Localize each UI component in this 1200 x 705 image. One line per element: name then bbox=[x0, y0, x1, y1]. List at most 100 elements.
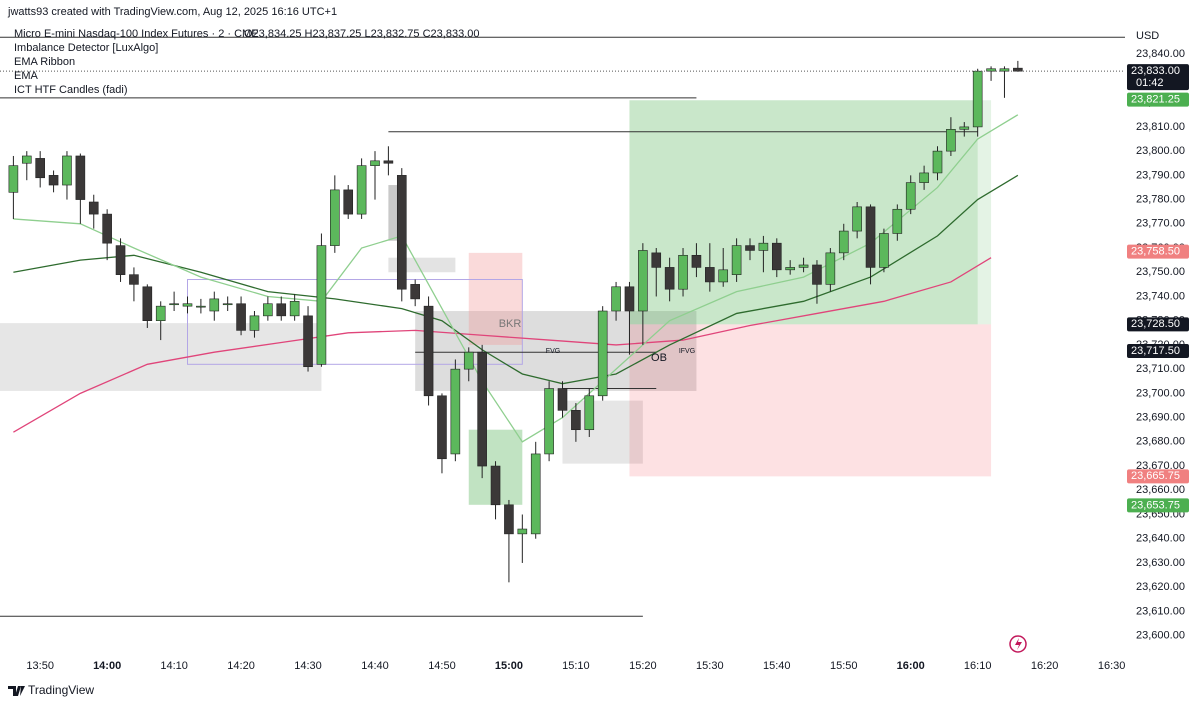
candle-body bbox=[544, 388, 554, 455]
candle-body bbox=[356, 165, 367, 215]
x-tick-label: 15:30 bbox=[696, 660, 724, 672]
candle-body bbox=[263, 303, 273, 317]
candle-body bbox=[477, 351, 487, 467]
candle-body bbox=[102, 213, 112, 244]
candle-body bbox=[892, 208, 903, 234]
indicator: Imbalance Detector [LuxAlgo] bbox=[14, 42, 158, 54]
y-tick-label: 23,670.00 bbox=[1136, 460, 1185, 472]
candle-body bbox=[437, 395, 447, 460]
candle-body bbox=[289, 301, 300, 317]
candle-body bbox=[584, 395, 595, 431]
y-tick-label: 23,660.00 bbox=[1136, 484, 1185, 496]
symbol: Micro E-mini Nasdaq-100 Index Futures · … bbox=[14, 28, 259, 40]
x-tick-label: 14:00 bbox=[93, 660, 121, 672]
currency: USD bbox=[1136, 30, 1159, 42]
candle-body bbox=[396, 175, 407, 290]
x-tick-label: 15:00 bbox=[495, 660, 523, 672]
candle-body bbox=[905, 182, 916, 210]
candle-body bbox=[664, 267, 675, 290]
zone bbox=[187, 279, 523, 365]
y-tick-label: 23,740.00 bbox=[1136, 290, 1185, 302]
candle-body bbox=[8, 165, 19, 193]
candle-body bbox=[972, 70, 983, 128]
x-tick-label: 15:50 bbox=[830, 660, 858, 672]
ohlc: O23,834.25 H23,837.25 L23,832.75 C23,833… bbox=[244, 28, 479, 40]
candle-body bbox=[182, 303, 193, 307]
candle-body bbox=[423, 305, 434, 397]
ema-line bbox=[13, 257, 992, 433]
x-tick-label: 16:00 bbox=[897, 660, 925, 672]
price-tag-label: 23,833.00 bbox=[1131, 65, 1180, 77]
x-tick-label: 16:10 bbox=[964, 660, 992, 672]
annotation: FVG bbox=[546, 348, 560, 355]
indicator: EMA bbox=[14, 70, 39, 82]
candle-body bbox=[504, 504, 514, 535]
price-tag-countdown: 01:42 bbox=[1136, 77, 1164, 89]
candle-body bbox=[557, 388, 568, 411]
candle-body bbox=[785, 267, 795, 271]
candle-body bbox=[236, 303, 246, 331]
candle-body bbox=[852, 206, 862, 232]
x-tick-label: 14:20 bbox=[227, 660, 255, 672]
x-tick-label: 14:50 bbox=[428, 660, 456, 672]
price-tag-label: 23,758.50 bbox=[1131, 246, 1180, 258]
candle-body bbox=[410, 284, 420, 300]
candle-body bbox=[571, 410, 581, 431]
price-tag-label: 23,717.50 bbox=[1131, 345, 1180, 357]
candle-body bbox=[959, 126, 970, 130]
zone bbox=[468, 252, 523, 345]
y-tick-label: 23,640.00 bbox=[1136, 533, 1185, 545]
y-tick-label: 23,700.00 bbox=[1136, 387, 1185, 399]
candle-body bbox=[115, 245, 126, 275]
candle-body bbox=[986, 68, 996, 72]
price-tag bbox=[1127, 64, 1189, 91]
price-tag-label: 23,821.25 bbox=[1131, 94, 1180, 106]
price-tag bbox=[1127, 92, 1189, 107]
y-tick-label: 23,610.00 bbox=[1136, 605, 1185, 617]
y-tick-label: 23,620.00 bbox=[1136, 581, 1185, 593]
ema-line bbox=[13, 114, 1019, 443]
alert-icon[interactable] bbox=[1009, 635, 1027, 653]
candle-body bbox=[35, 158, 45, 179]
y-tick-label: 23,840.00 bbox=[1136, 48, 1185, 60]
candle-body bbox=[530, 453, 541, 535]
annotation: BKR bbox=[499, 318, 522, 330]
price-tag bbox=[1127, 498, 1189, 513]
candle-body bbox=[75, 155, 86, 200]
candle-body bbox=[316, 245, 327, 365]
y-tick-label: 23,710.00 bbox=[1136, 363, 1185, 375]
x-tick-label: 16:20 bbox=[1031, 660, 1059, 672]
candle-body bbox=[932, 150, 943, 174]
candle-body bbox=[798, 264, 809, 268]
candle-body bbox=[490, 465, 501, 506]
y-tick-label: 23,750.00 bbox=[1136, 266, 1185, 278]
price-tag-label: 23,728.50 bbox=[1131, 318, 1180, 330]
candle-body bbox=[129, 274, 139, 285]
candle-body bbox=[276, 303, 287, 317]
x-tick-label: 15:10 bbox=[562, 660, 590, 672]
x-tick-label: 14:40 bbox=[361, 660, 389, 672]
y-tick-label: 23,790.00 bbox=[1136, 169, 1185, 181]
candle-body bbox=[691, 254, 702, 268]
y-tick-label: 23,680.00 bbox=[1136, 436, 1185, 448]
candle-body bbox=[678, 254, 688, 290]
candle-body bbox=[48, 175, 59, 186]
candle-body bbox=[249, 315, 260, 331]
y-tick-label: 23,800.00 bbox=[1136, 145, 1185, 157]
candle-body bbox=[222, 303, 233, 306]
candle-body bbox=[638, 250, 648, 312]
y-tick-label: 23,630.00 bbox=[1136, 557, 1185, 569]
indicator: ICT HTF Candles (fadi) bbox=[14, 84, 128, 96]
candle-body bbox=[330, 189, 340, 246]
y-tick-label: 23,690.00 bbox=[1136, 412, 1185, 424]
zone bbox=[629, 100, 978, 325]
candle-body bbox=[838, 230, 849, 254]
x-tick-label: 15:20 bbox=[629, 660, 657, 672]
candle-body bbox=[517, 528, 528, 535]
y-tick-label: 23,810.00 bbox=[1136, 121, 1185, 133]
credit: jwatts93 created with TradingView.com, A… bbox=[7, 6, 337, 18]
candle-body bbox=[771, 242, 782, 271]
candle-body bbox=[196, 305, 206, 308]
candle-body bbox=[169, 303, 179, 306]
candle-body bbox=[879, 233, 889, 268]
